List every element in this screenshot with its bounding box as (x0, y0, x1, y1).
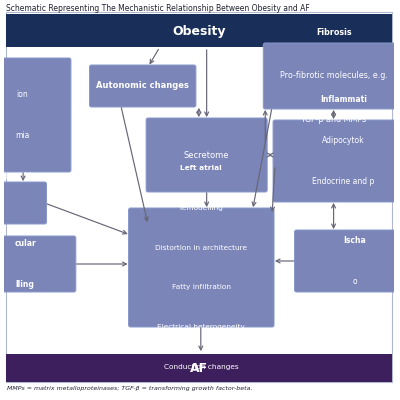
FancyBboxPatch shape (273, 120, 400, 202)
Text: TGF-β and MMPs: TGF-β and MMPs (300, 115, 367, 124)
FancyBboxPatch shape (0, 58, 71, 172)
Text: o: o (353, 277, 357, 286)
FancyBboxPatch shape (6, 14, 392, 47)
Text: breathing: breathing (4, 172, 41, 181)
Text: EAT: EAT (198, 106, 215, 114)
Text: Fibrosis: Fibrosis (316, 28, 351, 37)
Text: Inflammati: Inflammati (320, 95, 367, 104)
Text: Pro-fibrotic molecules, e.g.: Pro-fibrotic molecules, e.g. (280, 72, 388, 80)
FancyBboxPatch shape (128, 208, 274, 327)
Text: Obesity: Obesity (172, 24, 226, 38)
Text: Endocrine and p: Endocrine and p (312, 177, 374, 186)
Text: Left atrial: Left atrial (180, 165, 222, 171)
FancyBboxPatch shape (294, 230, 400, 292)
Text: Ischa: Ischa (344, 236, 366, 245)
Text: effects: effects (330, 218, 356, 227)
Text: AF: AF (190, 362, 208, 374)
Text: MMPs = matrix metalloproteinases; TGF-β = transforming growth factor-beta.: MMPs = matrix metalloproteinases; TGF-β … (8, 386, 253, 391)
Text: Electrical heterogeneity: Electrical heterogeneity (157, 324, 245, 330)
FancyBboxPatch shape (0, 182, 46, 224)
FancyBboxPatch shape (0, 236, 76, 292)
FancyBboxPatch shape (90, 65, 196, 107)
Text: Ganglionated plexi: Ganglionated plexi (167, 196, 246, 204)
Text: Secretome: Secretome (184, 150, 230, 160)
FancyBboxPatch shape (263, 43, 400, 109)
FancyBboxPatch shape (6, 354, 392, 382)
Text: Conduction changes: Conduction changes (164, 364, 238, 370)
Text: remodelling: remodelling (179, 205, 223, 211)
Text: Schematic Representing The Mechanistic Relationship Between Obesity and AF: Schematic Representing The Mechanistic R… (6, 4, 309, 13)
Text: Autonomic changes: Autonomic changes (96, 82, 189, 90)
Text: r risk: r risk (13, 49, 32, 58)
Text: lling: lling (16, 280, 34, 289)
Text: Adipocytok: Adipocytok (322, 136, 365, 145)
FancyBboxPatch shape (146, 118, 267, 192)
Text: Fatty infiltration: Fatty infiltration (172, 284, 231, 290)
Text: ion: ion (17, 90, 28, 99)
Text: cular: cular (14, 239, 36, 248)
Text: Distortion in architecture: Distortion in architecture (155, 245, 247, 251)
Text: mia: mia (16, 131, 30, 140)
